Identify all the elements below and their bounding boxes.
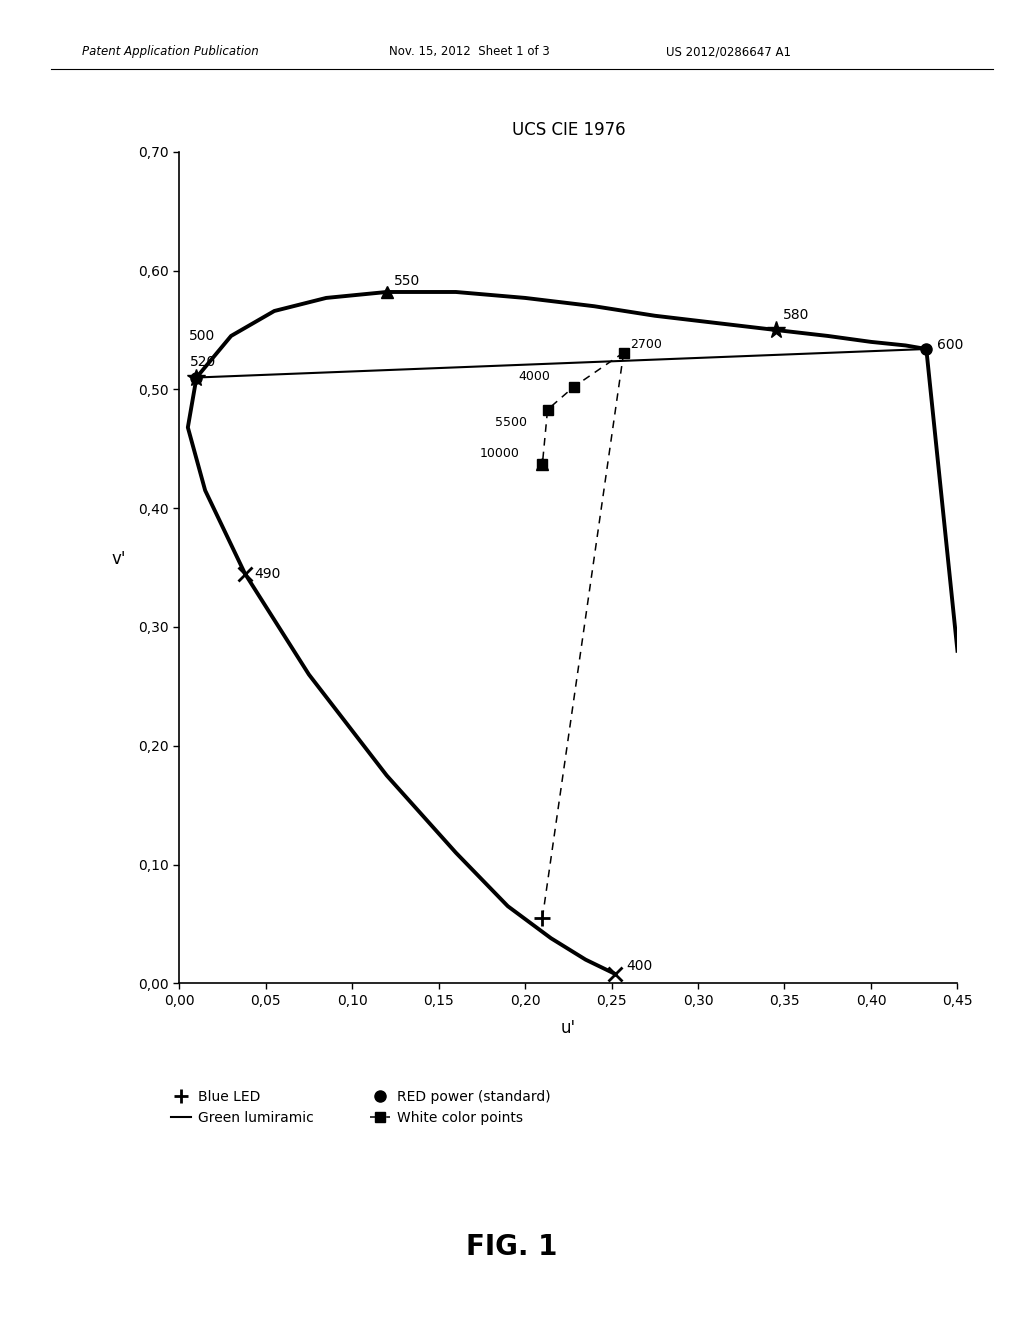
Text: 490: 490 (255, 566, 281, 581)
Text: 500: 500 (189, 329, 216, 343)
Text: 550: 550 (393, 275, 420, 288)
Y-axis label: v': v' (112, 549, 126, 568)
Text: Patent Application Publication: Patent Application Publication (82, 45, 259, 58)
Text: Nov. 15, 2012  Sheet 1 of 3: Nov. 15, 2012 Sheet 1 of 3 (389, 45, 550, 58)
Legend: Blue LED, Green lumiramic, RED power (standard), White color points: Blue LED, Green lumiramic, RED power (st… (171, 1090, 551, 1125)
Text: 2700: 2700 (631, 338, 663, 351)
X-axis label: u': u' (561, 1019, 575, 1038)
Text: 5500: 5500 (495, 416, 526, 429)
Text: FIG. 1: FIG. 1 (466, 1233, 558, 1262)
Text: 580: 580 (782, 308, 809, 322)
Text: 10000: 10000 (480, 447, 520, 461)
Text: 600: 600 (937, 338, 964, 352)
Title: UCS CIE 1976: UCS CIE 1976 (512, 121, 625, 139)
Text: 4000: 4000 (518, 370, 550, 383)
Text: US 2012/0286647 A1: US 2012/0286647 A1 (666, 45, 791, 58)
Text: 400: 400 (626, 958, 652, 973)
Text: 520: 520 (189, 355, 216, 370)
